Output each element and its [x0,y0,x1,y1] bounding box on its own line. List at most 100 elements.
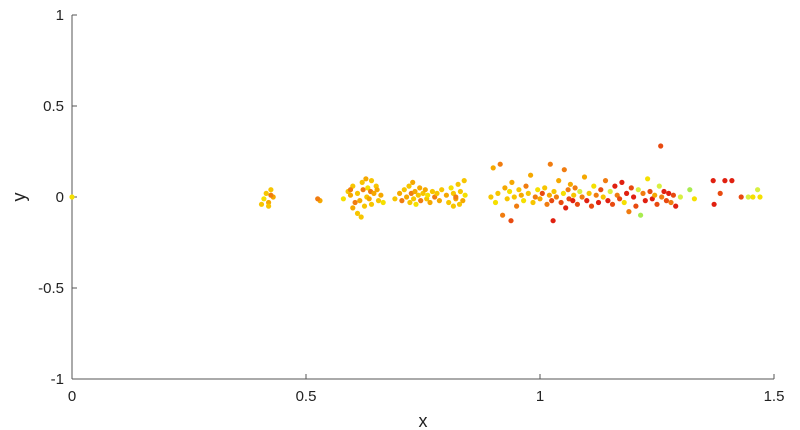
data-point [340,196,346,202]
data-point [392,196,398,202]
data-point [652,192,658,198]
data-point [523,183,529,189]
data-point [572,185,578,191]
data-point [663,198,670,204]
data-point [539,190,545,196]
x-tick-label: 1 [536,388,544,405]
data-point [516,187,522,193]
data-point [374,187,380,193]
data-point [670,192,677,198]
y-tick-label: -0.5 [38,280,64,297]
data-point [462,192,468,198]
data-point [687,187,693,193]
data-point [602,178,609,184]
data-point [621,199,627,206]
data-point [263,190,269,196]
data-point [574,201,581,207]
data-point [605,198,611,204]
data-point [750,194,756,200]
data-point [530,199,536,206]
data-point [360,187,366,193]
data-point [757,194,763,200]
data-point [598,187,604,193]
x-tick-label: 0 [68,388,76,405]
data-point [69,194,75,200]
data-point [537,196,543,202]
data-point [584,198,590,204]
data-point [547,161,553,167]
y-tick-label: 1 [56,7,64,24]
data-point [581,174,588,180]
data-point [518,192,524,198]
data-point [729,178,735,184]
data-point [375,198,382,204]
data-point [635,187,641,193]
data-point [570,198,576,204]
data-point [638,212,644,218]
data-point [593,192,599,198]
data-point [507,188,513,195]
data-point [347,187,354,193]
data-point [525,190,531,196]
data-point [412,188,418,195]
data-point [607,188,613,195]
data-point [378,192,384,198]
data-point [755,187,761,193]
data-point [380,199,386,206]
data-point [429,188,435,195]
data-point [532,194,538,200]
data-point [544,201,550,207]
data-point [443,192,449,198]
data-point [363,176,369,182]
data-point [366,196,372,202]
data-point [350,205,356,211]
x-tick-label: 1.5 [764,388,785,405]
data-point [549,198,555,204]
data-point [577,188,583,195]
data-point [579,194,585,200]
data-point [436,198,442,204]
data-point [352,199,358,206]
data-point [645,176,651,182]
data-point [399,198,405,204]
data-point [591,183,597,189]
data-point [450,203,456,209]
data-point [358,214,364,220]
data-point [446,199,452,206]
y-tick-label: 0.5 [43,98,64,115]
y-tick-label: 0 [56,189,64,206]
data-point [528,172,534,178]
data-point [642,198,648,204]
data-point [411,196,417,202]
data-point [619,179,625,185]
data-point [453,194,459,200]
data-point [612,183,618,189]
data-point [571,192,577,198]
y-axis-title: y [9,193,29,202]
data-point [266,203,272,209]
data-point [558,199,564,206]
data-point [617,196,623,202]
data-point [422,187,428,193]
data-point [745,194,751,200]
data-point [415,192,421,198]
data-point [656,183,662,189]
axes [71,15,774,380]
data-point [410,179,416,185]
data-point [550,218,556,224]
data-point [561,167,567,173]
data-point [457,188,463,195]
data-point [600,194,606,200]
data-point [560,190,567,196]
data-point [551,188,557,195]
data-point [417,185,423,191]
data-point [261,196,267,202]
data-point [448,185,454,191]
data-point [556,178,562,184]
data-point [710,178,716,184]
data-point [357,198,363,204]
data-point [609,201,616,207]
data-point [266,199,272,206]
data-point [586,190,592,196]
